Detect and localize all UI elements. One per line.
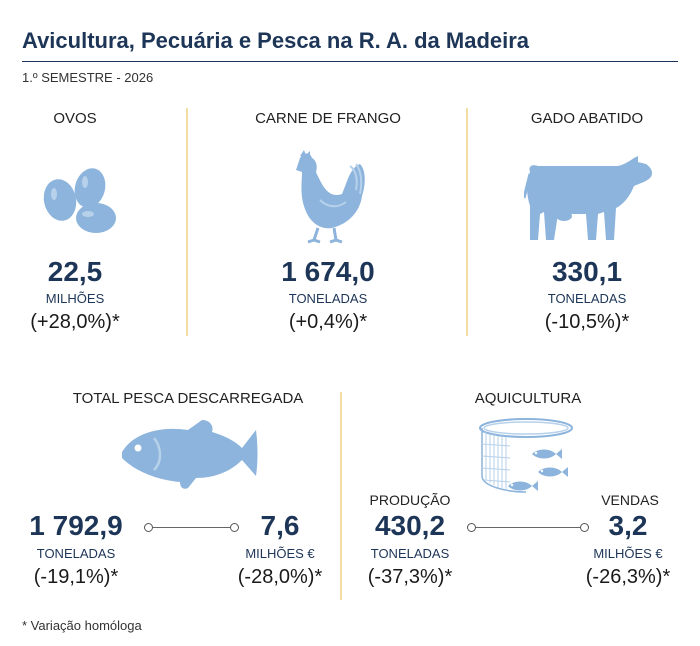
frango-unit: TONELADAS [288, 291, 368, 306]
connector-dot [144, 523, 153, 532]
frango-label: CARNE DE FRANGO [255, 110, 401, 127]
gado-label: GADO ABATIDO [530, 110, 644, 127]
pesca-right-value: 7,6 [260, 510, 300, 541]
ovos-unit: MILHÕES [45, 291, 105, 306]
gado-value: 330,1 [551, 256, 623, 287]
connector-line [153, 527, 230, 528]
fish-cage-icon [476, 416, 586, 496]
pesca-left-change: (-19,1%)* [33, 566, 119, 588]
page-title: Avicultura, Pecuária e Pesca na R. A. da… [22, 28, 530, 53]
pesca-left-value: 1 792,9 [29, 510, 123, 541]
separator-3 [340, 392, 342, 600]
separator-2 [466, 108, 468, 336]
vendas-label: VENDAS [601, 492, 659, 508]
pesca-right-change: (-28,0%)* [237, 566, 323, 588]
chicken-icon [290, 150, 370, 246]
connector-dot [467, 523, 476, 532]
aqui-left-unit: TONELADAS [370, 546, 450, 561]
connector-dot [580, 523, 589, 532]
aqui-right-change: (-26,3%)* [585, 566, 671, 588]
page-subtitle: 1.º SEMESTRE - 2026 [22, 70, 154, 85]
ovos-value: 22,5 [47, 256, 103, 287]
producao-label: PRODUÇÃO [369, 492, 451, 508]
eggs-icon [38, 160, 126, 236]
pesca-label: TOTAL PESCA DESCARREGADA [72, 390, 304, 407]
title-divider [22, 61, 678, 62]
pesca-left-unit: TONELADAS [36, 546, 116, 561]
gado-unit: TONELADAS [547, 291, 627, 306]
pesca-right-unit: MILHÕES € [245, 546, 315, 561]
aqui-right-value: 3,2 [608, 510, 648, 541]
cow-icon [524, 154, 656, 244]
frango-change: (+0,4%)* [288, 311, 368, 333]
frango-value: 1 674,0 [281, 256, 375, 287]
aqui-left-change: (-37,3%)* [367, 566, 453, 588]
connector-line [476, 527, 580, 528]
ovos-label: OVOS [53, 110, 97, 127]
gado-change: (-10,5%)* [544, 311, 630, 333]
aquicultura-label: AQUICULTURA [474, 390, 582, 407]
connector-dot [230, 523, 239, 532]
aqui-right-unit: MILHÕES € [593, 546, 663, 561]
aqui-left-value: 430,2 [374, 510, 446, 541]
separator-1 [186, 108, 188, 336]
ovos-change: (+28,0%)* [30, 311, 120, 333]
footnote: * Variação homóloga [22, 618, 142, 633]
fish-icon [118, 418, 258, 492]
